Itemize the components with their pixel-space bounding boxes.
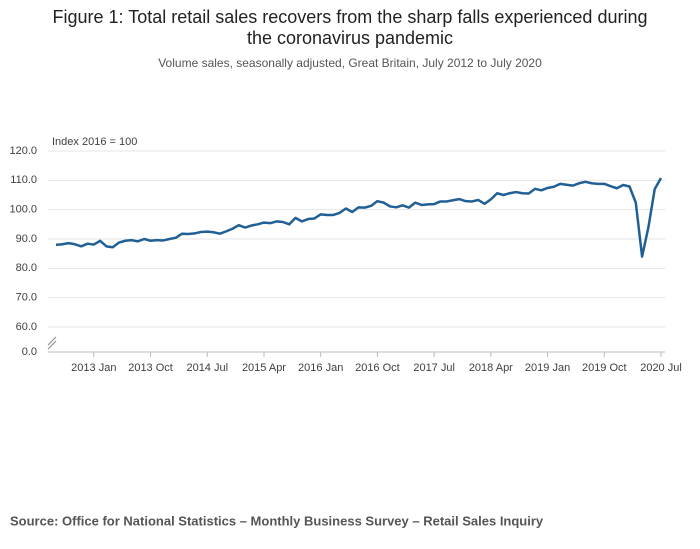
y-tick-label: 70.0 [16,292,37,304]
axis-break [47,336,57,350]
y-tick-label: 90.0 [16,233,37,245]
y-tick-label: 80.0 [16,262,37,274]
chart-subtitle: Volume sales, seasonally adjusted, Great… [158,56,542,70]
y-tick-label: 110.0 [10,174,37,186]
axis-break-mask [44,331,60,351]
x-tick-label: 2020 Jul [640,362,682,374]
x-tick-label: 2016 Jan [298,362,343,374]
x-tick-label: 2019 Oct [582,362,627,374]
y-tick-label: 120.0 [9,145,37,157]
y-tick-label: 0.0 [22,346,37,358]
y-tick-label: 100.0 [9,204,37,216]
y-tick-label: 60.0 [16,321,37,333]
x-tick-label: 2018 Apr [469,362,513,374]
x-tick-label: 2017 Jul [413,362,455,374]
line [55,177,663,258]
x-tick-label: 2013 Jan [71,362,116,374]
x-tick-label: 2015 Apr [242,362,286,374]
x-tick-label: 2013 Oct [128,362,173,374]
x-tick-label: 2016 Oct [355,362,400,374]
chart-title: Figure 1: Total retail sales recovers fr… [53,7,648,48]
x-tick-label: 2014 Jul [186,362,228,374]
y-axis-label: Index 2016 = 100 [52,136,137,148]
source: Source: Office for National Statistics –… [10,513,544,528]
x-tick-label: 2019 Jan [525,362,570,374]
